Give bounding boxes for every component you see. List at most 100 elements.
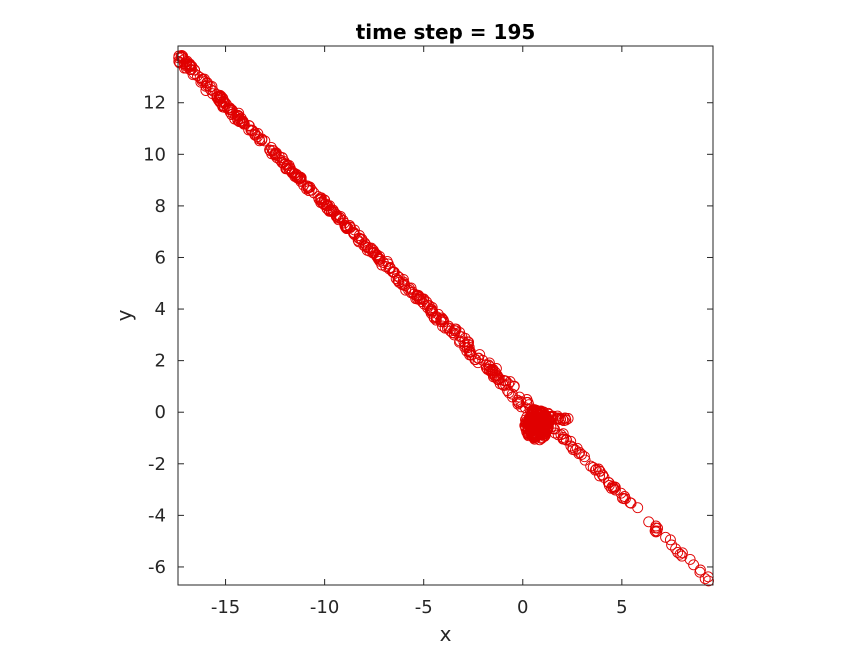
data-point — [188, 68, 200, 80]
data-point — [344, 222, 356, 233]
y-axis-label: y — [112, 309, 136, 321]
data-point — [195, 76, 207, 88]
data-point — [672, 546, 684, 558]
data-point — [414, 292, 426, 303]
data-point — [437, 313, 449, 325]
data-point — [554, 414, 566, 425]
data-point — [529, 431, 541, 443]
data-point — [609, 484, 621, 496]
data-point — [427, 305, 439, 317]
data-point — [463, 341, 475, 353]
data-point — [459, 332, 471, 344]
data-point — [213, 94, 225, 106]
data-point — [539, 429, 551, 441]
axes-box — [177, 45, 714, 586]
data-point — [602, 476, 614, 488]
data-point — [579, 451, 590, 463]
data-point — [579, 454, 591, 466]
y-tick-label: -4 — [148, 505, 166, 526]
data-point — [233, 110, 245, 122]
y-tick-label: 12 — [143, 93, 166, 114]
data-point — [321, 203, 333, 215]
y-tick-label: 0 — [155, 402, 166, 423]
data-point — [450, 323, 462, 335]
data-point — [191, 70, 203, 82]
data-point — [249, 129, 261, 141]
data-point — [436, 312, 448, 324]
data-point — [597, 469, 608, 481]
data-point — [448, 324, 460, 336]
y-tick-label: -2 — [148, 454, 166, 475]
data-point — [403, 283, 415, 294]
data-point — [542, 422, 554, 434]
data-point — [643, 516, 655, 528]
data-point — [615, 487, 627, 499]
data-point — [243, 119, 255, 131]
data-point — [498, 375, 510, 386]
data-point — [187, 69, 199, 81]
data-point — [229, 113, 241, 125]
data-point — [508, 380, 520, 392]
x-tick-label: 0 — [517, 597, 528, 618]
x-tick-label: 5 — [616, 597, 627, 618]
data-point — [454, 330, 466, 342]
data-point — [590, 463, 602, 475]
x-tick-label: -5 — [415, 597, 433, 618]
data-point — [217, 101, 229, 113]
data-point — [211, 92, 223, 103]
ticks: -15 -10 -5 0 5 -6 -4 -2 0 2 4 6 8 10 12 — [143, 46, 713, 618]
data-point — [355, 234, 367, 246]
x-tick-label: -15 — [211, 597, 240, 618]
data-point — [619, 491, 631, 502]
data-markers — [173, 50, 714, 587]
data-point — [531, 422, 543, 434]
data-point — [674, 548, 686, 560]
x-axis-label: x — [440, 622, 452, 646]
data-point — [173, 52, 185, 64]
data-point — [537, 423, 549, 435]
data-point — [676, 547, 688, 559]
data-point — [291, 172, 303, 184]
data-point — [223, 103, 235, 115]
data-point — [236, 115, 248, 127]
data-point — [522, 416, 534, 428]
data-point — [254, 135, 266, 147]
data-point — [632, 502, 644, 514]
data-point — [374, 253, 386, 265]
data-point — [573, 448, 585, 460]
data-point — [474, 349, 486, 361]
data-point — [535, 406, 547, 417]
data-point — [454, 326, 466, 338]
data-point — [200, 85, 212, 96]
data-point — [381, 255, 393, 267]
data-point — [557, 431, 569, 443]
data-point — [521, 396, 533, 408]
data-point — [699, 573, 711, 585]
data-point — [688, 559, 700, 571]
data-point — [238, 118, 250, 130]
y-tick-label: -6 — [148, 557, 166, 578]
data-point — [374, 250, 386, 262]
data-point — [650, 526, 662, 538]
data-point — [276, 157, 288, 168]
data-point — [625, 497, 637, 509]
data-point — [417, 294, 429, 306]
data-point — [406, 286, 418, 298]
data-point — [334, 213, 346, 224]
y-tick-label: 6 — [155, 247, 166, 268]
data-point — [664, 534, 676, 546]
data-point — [567, 444, 579, 455]
data-point — [493, 372, 505, 384]
data-point — [437, 320, 448, 332]
data-point — [487, 365, 499, 377]
data-point — [552, 413, 564, 425]
data-point — [527, 405, 539, 417]
data-point — [666, 539, 678, 551]
data-point — [514, 391, 525, 403]
data-point — [280, 163, 292, 175]
data-point — [585, 460, 597, 472]
data-point — [264, 145, 276, 157]
data-point — [587, 462, 599, 473]
data-point — [443, 320, 454, 332]
